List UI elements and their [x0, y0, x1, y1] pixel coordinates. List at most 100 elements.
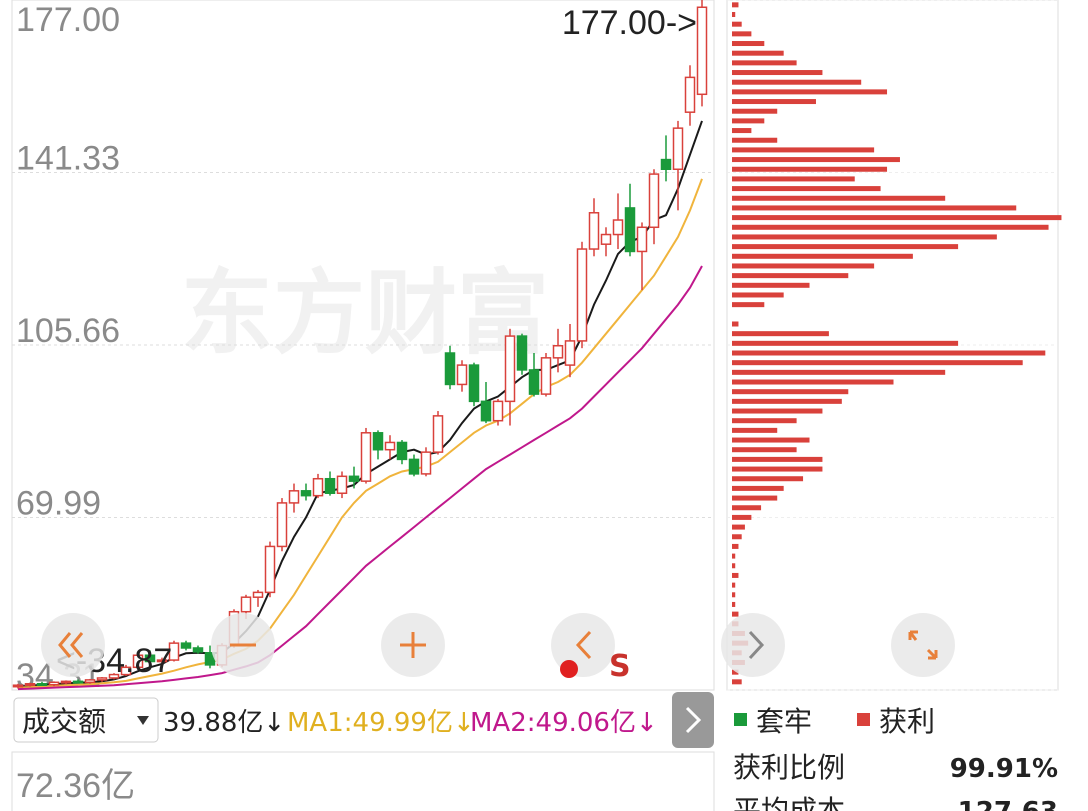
chip-bar: [732, 495, 778, 501]
chip-bar: [732, 79, 862, 85]
candle-body: [108, 673, 120, 679]
chip-bar: [732, 147, 875, 153]
chip-bar: [732, 418, 797, 424]
chip-bar: [732, 408, 823, 414]
dropdown-arrow: [137, 716, 149, 725]
candle-body: [564, 340, 576, 366]
chip-bar: [732, 321, 739, 327]
candle-body: [180, 642, 192, 649]
candle-body: [84, 679, 96, 684]
candle-body: [72, 680, 84, 684]
fullscreen-button[interactable]: [891, 613, 955, 677]
candle-body: [696, 6, 708, 96]
candle-body: [312, 477, 324, 497]
candle-body: [504, 335, 516, 403]
y-tick-label: 105.66: [16, 312, 120, 350]
chip-bar: [732, 379, 894, 385]
chip-bar: [732, 215, 1062, 221]
chip-bar: [732, 273, 849, 279]
avg-cost: 127.63: [958, 797, 1058, 811]
icon: [575, 630, 592, 660]
legend-label: 套牢: [756, 705, 812, 738]
candle-body: [144, 654, 156, 663]
candle-body: [264, 545, 276, 594]
chip-bar: [732, 331, 829, 337]
chip-bar: [732, 2, 739, 8]
chip-bar: [732, 302, 765, 308]
chip-bar: [732, 524, 745, 530]
profit-ratio-label: 获利比例: [733, 751, 845, 784]
avg-cost-label: 平均成本: [733, 794, 845, 811]
candle-body: [660, 158, 672, 170]
buy-dot: [560, 660, 578, 678]
chip-bar: [732, 340, 959, 346]
icon: [400, 632, 426, 658]
chip-bar: [732, 582, 736, 588]
candle-body: [384, 441, 396, 451]
candle-body: [624, 207, 636, 253]
candle-body: [12, 684, 24, 688]
chip-bar: [732, 437, 810, 443]
y-tick-label: 177.00: [16, 1, 120, 39]
max-label: 177.00->: [562, 4, 697, 42]
candle-body: [132, 654, 144, 669]
legend-swatch: [734, 713, 747, 726]
candle-body: [276, 502, 288, 548]
watermark: 东方财富: [181, 260, 549, 367]
ma-line: [17, 120, 703, 688]
ma-line: [17, 265, 703, 691]
chip-bar: [732, 31, 752, 37]
sell-mark: S: [609, 649, 631, 684]
volume-max-label: 72.36亿: [16, 767, 135, 805]
controls: [41, 613, 955, 677]
chip-bar: [732, 476, 804, 482]
chip-bar: [732, 186, 881, 192]
chip-bar: [732, 398, 842, 404]
chip-bar: [732, 572, 739, 578]
chip-bar: [732, 60, 797, 66]
chip-bar: [732, 669, 739, 675]
selector[interactable]: [13, 697, 159, 743]
ma-line: [17, 178, 703, 689]
chip-bar: [732, 195, 946, 201]
chip-bar: [732, 350, 1046, 356]
chip-bar: [732, 505, 762, 511]
chip-bar: [732, 21, 742, 27]
volume-selector[interactable]: 成交额: [22, 705, 106, 738]
chip-bar: [732, 166, 888, 172]
candle-body: [300, 490, 312, 497]
chip-bar: [732, 118, 765, 124]
next-button[interactable]: [721, 613, 785, 677]
y-tick-label: 69.99: [16, 484, 101, 522]
chip-bar: [732, 553, 736, 559]
candle-body: [48, 681, 60, 686]
chip-bar: [732, 263, 875, 269]
legend-label: 获利: [879, 705, 935, 738]
expand-button[interactable]: [672, 692, 714, 748]
chip-bar: [732, 679, 742, 685]
chip-bar: [732, 176, 855, 182]
chip-bar: [732, 244, 959, 250]
profit-ratio: 99.91%: [950, 754, 1058, 784]
chip-bar: [732, 447, 797, 453]
candle-body: [336, 475, 348, 494]
candle-body: [360, 432, 372, 482]
chip-bar: [732, 485, 784, 491]
candle-body: [528, 369, 540, 395]
candle-body: [396, 441, 408, 461]
candle-body: [492, 400, 504, 422]
candle-body: [552, 344, 564, 359]
candle-body: [252, 591, 264, 598]
chip-bar: [732, 389, 849, 395]
chip-bar: [732, 41, 765, 47]
candle-body: [648, 173, 660, 229]
candle-body: [432, 415, 444, 453]
candle-body: [636, 226, 648, 253]
candle-body: [456, 364, 468, 386]
candle-body: [576, 248, 588, 342]
chip-bar: [732, 369, 946, 375]
chip-bar: [732, 282, 810, 288]
candle-body: [324, 477, 336, 494]
candle-body: [192, 647, 204, 653]
chip-bar: [732, 592, 736, 598]
